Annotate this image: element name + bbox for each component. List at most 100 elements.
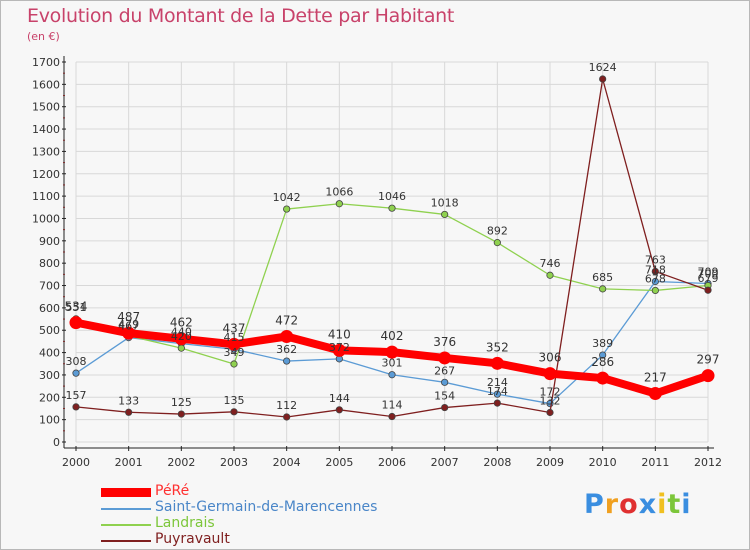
series-0-data-label: 297 — [697, 353, 720, 367]
legend-swatch-landrais — [101, 524, 151, 526]
y-tick-label: 1100 — [32, 190, 60, 203]
series-0-point — [122, 326, 136, 340]
series-1-data-label: 172 — [540, 386, 561, 399]
proxiti-logo: Proxiti — [584, 489, 692, 520]
series-3-data-label: 174 — [487, 385, 508, 398]
series-3-point — [599, 75, 607, 83]
series-0-point — [701, 369, 715, 383]
series-0-data-label: 306 — [539, 351, 562, 365]
series-layer — [69, 75, 715, 421]
y-tick-label: 700 — [39, 280, 60, 293]
series-1-point — [651, 277, 659, 286]
x-tick-label: 2000 — [62, 456, 90, 469]
series-3-point — [335, 406, 343, 414]
y-tick-label: 100 — [39, 414, 60, 427]
series-1-point — [72, 369, 80, 377]
series-0-data-label: 487 — [117, 310, 140, 324]
series-3-point — [125, 408, 133, 416]
series-2-data-label: 746 — [540, 257, 561, 270]
y-tick-label: 0 — [53, 436, 60, 449]
series-3-point — [72, 403, 80, 411]
axis-layer: 0 100 200 300 400 500 600 700 800 900 1000 1100 1200… — [32, 56, 722, 469]
series-3-data-label: 135 — [224, 394, 245, 407]
series-0-data-label: 352 — [486, 340, 509, 354]
series-0-point — [69, 316, 83, 330]
series-0-point — [648, 386, 662, 400]
series-0-point — [227, 337, 241, 351]
series-2-point — [546, 271, 554, 279]
series-1-point — [388, 371, 396, 379]
chart-title: Evolution du Montant de la Dette par Hab… — [27, 5, 455, 27]
series-0-data-label: 402 — [381, 329, 404, 343]
series-1-data-label: 372 — [329, 341, 350, 354]
x-tick-label: 2007 — [431, 456, 459, 469]
series-2-data-label: 551 — [66, 301, 87, 314]
series-1-data-label: 362 — [276, 343, 297, 356]
series-3-data-label: 144 — [329, 392, 350, 405]
series-2-data-label: 1046 — [378, 190, 406, 203]
x-tick-label: 2009 — [536, 456, 564, 469]
series-1-data-label: 718 — [645, 264, 666, 277]
series-3-point — [283, 413, 291, 421]
series-0-point — [543, 367, 557, 381]
series-1-point — [493, 390, 501, 398]
series-2-data-label: 685 — [592, 271, 613, 284]
legend-label-saint-germain: Saint-Germain-de-Marencennes — [155, 499, 378, 515]
legend-item-saint-germain: Saint-Germain-de-Marencennes — [101, 499, 421, 515]
series-3-point — [230, 408, 238, 416]
series-2-data-label: 1066 — [325, 186, 353, 199]
series-3-point — [704, 286, 712, 294]
y-tick-label: 1300 — [32, 145, 60, 158]
series-1-data-label: 389 — [592, 337, 613, 350]
x-tick-label: 2003 — [220, 456, 248, 469]
series-3-data-label: 114 — [382, 399, 403, 412]
series-3-data-label: 154 — [434, 390, 455, 403]
series-3-data-label: 112 — [276, 399, 297, 412]
series-0-point — [490, 356, 504, 370]
series-3-point — [493, 399, 501, 407]
series-1-data-label: 301 — [382, 357, 403, 370]
series-0-data-label: 472 — [275, 313, 298, 327]
series-3-point — [651, 267, 659, 276]
series-0-data-label: 286 — [591, 355, 614, 369]
x-tick-label: 2002 — [167, 456, 195, 469]
line-chart: 0 100 200 300 400 500 600 700 800 900 1000 1100 1200… — [32, 56, 722, 469]
series-0-data-label: 534 — [65, 300, 88, 314]
series-2-data-label: 479 — [118, 318, 139, 331]
series-1-data-label: 214 — [487, 376, 508, 389]
series-2-data-label: 349 — [224, 346, 245, 359]
series-0-data-label: 410 — [328, 327, 351, 341]
series-2-point — [651, 286, 659, 295]
series-3-data-label: 132 — [540, 394, 561, 407]
x-tick-label: 2006 — [378, 456, 406, 469]
y-tick-label: 1700 — [32, 56, 60, 69]
series-1-data-label: 308 — [66, 355, 87, 368]
series-3-data-label: 133 — [118, 394, 139, 407]
series-3-data-label: 125 — [171, 396, 192, 409]
legend-item-landrais: Landrais — [101, 515, 421, 531]
series-1-data-label: 709 — [698, 266, 719, 279]
label-layer: 308 467 440 415 362 372 301 267 214 172 389 718 709 5… — [65, 61, 720, 412]
series-0-point — [596, 371, 610, 385]
series-2-point — [441, 210, 449, 219]
x-tick-label: 2011 — [641, 456, 669, 469]
series-3-point — [546, 408, 554, 417]
x-tick-label: 2010 — [589, 456, 617, 469]
series-1-data-label: 267 — [434, 364, 455, 377]
y-tick-label: 400 — [39, 347, 60, 360]
series-3-point — [388, 412, 396, 421]
series-2-data-label: 1018 — [431, 196, 459, 209]
x-tick-label: 2001 — [115, 456, 143, 469]
series-1-point — [599, 351, 607, 359]
series-3-data-label: 763 — [645, 253, 666, 266]
series-0-data-label: 437 — [223, 321, 246, 335]
legend-item-puyravault: Puyravault — [101, 531, 421, 547]
legend-label-pere: PéRé — [155, 483, 190, 499]
series-2-data-label: 700 — [698, 268, 719, 281]
series-0-point — [332, 343, 346, 357]
legend-item-pere: PéRé — [101, 483, 421, 499]
y-tick-label: 200 — [39, 391, 60, 404]
series-1-point — [441, 378, 449, 386]
series-1-data-label: 440 — [171, 326, 192, 339]
